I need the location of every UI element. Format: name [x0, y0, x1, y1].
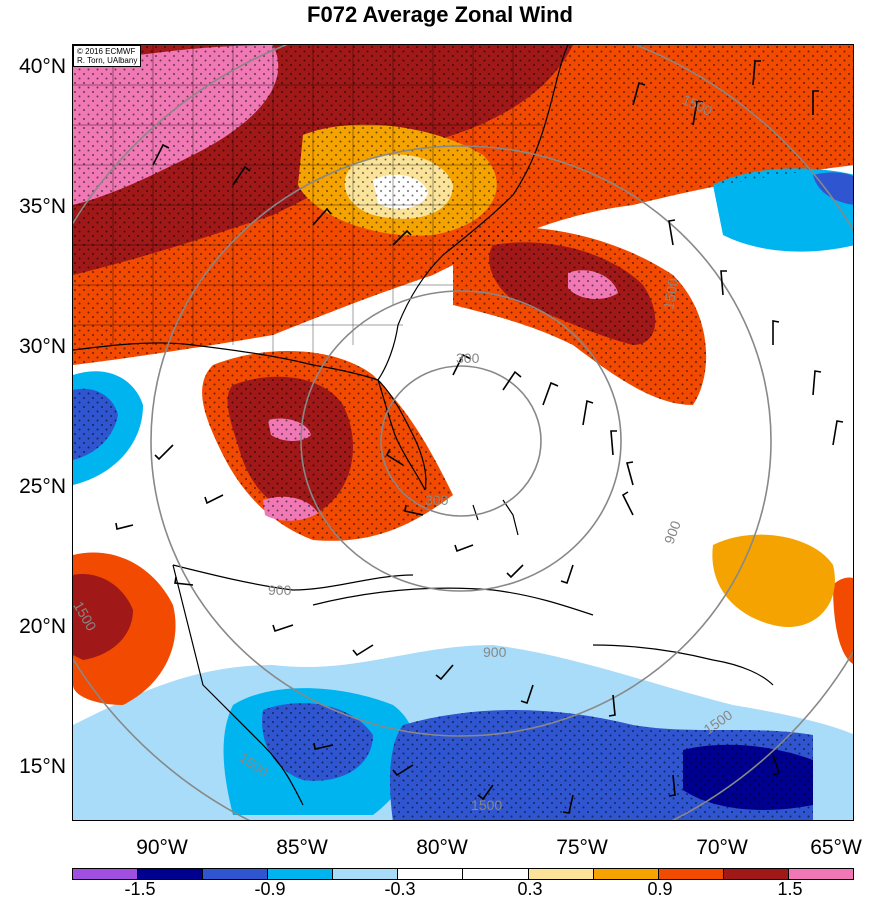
lat-label: 35°N — [19, 195, 66, 218]
colorbar-swatch — [463, 869, 529, 879]
colorbar-swatch — [333, 869, 399, 879]
colorbar — [72, 868, 854, 880]
lat-label: 15°N — [19, 755, 66, 778]
colorbar-label: 0.3 — [517, 879, 543, 899]
ring-label: 1500 — [660, 277, 681, 311]
wind-field: 300 300 900 900 900 1500 1500 1500 1500 … — [73, 45, 853, 820]
credit-line: R. Torn, UAlbany — [77, 56, 138, 65]
state-boundaries — [73, 45, 553, 365]
colorbar-swatch — [528, 869, 594, 879]
map-title: F072 Average Zonal Wind — [307, 2, 573, 27]
lat-label: 40°N — [19, 55, 66, 78]
colorbar-swatch — [658, 869, 724, 879]
ring-label: 300 — [425, 492, 449, 508]
lon-label: 75°W — [556, 836, 608, 859]
ring-label: 900 — [268, 582, 292, 598]
colorbar-swatch — [138, 869, 204, 879]
colorbar-label: 1.5 — [777, 879, 803, 899]
colorbar-label: -0.3 — [384, 879, 416, 899]
colorbar-label: 0.9 — [647, 879, 673, 899]
colorbar-label: -1.5 — [124, 879, 156, 899]
map-panel: 300 300 900 900 900 1500 1500 1500 1500 … — [72, 44, 854, 821]
colorbar-swatch — [788, 869, 853, 879]
ring-label: 900 — [661, 518, 684, 546]
colorbar-swatch — [73, 869, 139, 879]
range-rings — [73, 45, 853, 820]
colorbar-swatch — [398, 869, 464, 879]
colorbar-swatch — [268, 869, 334, 879]
wind-barbs — [115, 60, 844, 814]
credit-line: © 2016 ECMWF — [77, 47, 136, 56]
lat-label: 25°N — [19, 475, 66, 498]
colorbar-swatch — [203, 869, 269, 879]
credit-box: © 2016 ECMWF R. Torn, UAlbany — [73, 45, 142, 67]
ring-label: 900 — [483, 644, 507, 660]
lon-label: 70°W — [696, 836, 748, 859]
lon-label: 85°W — [276, 836, 328, 859]
lon-label: 80°W — [416, 836, 468, 859]
ring-label: 1500 — [471, 797, 502, 813]
lat-label: 20°N — [19, 615, 66, 638]
colorbar-label: -0.9 — [254, 879, 286, 899]
lat-label: 30°N — [19, 335, 66, 358]
colorbar-swatch — [723, 869, 789, 879]
colorbar-swatch — [593, 869, 659, 879]
lon-label: 65°W — [810, 836, 862, 859]
ring-label: 300 — [456, 350, 480, 366]
shading — [73, 45, 853, 820]
lon-label: 90°W — [136, 836, 188, 859]
